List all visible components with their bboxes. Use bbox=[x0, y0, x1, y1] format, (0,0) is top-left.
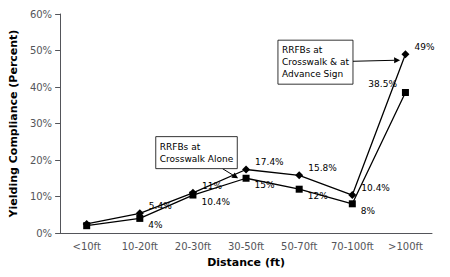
svg-text:<10ft: <10ft bbox=[73, 241, 101, 252]
svg-text:50-70ft: 50-70ft bbox=[281, 241, 317, 252]
svg-text:Crosswalk & at: Crosswalk & at bbox=[282, 57, 350, 67]
svg-text:4%: 4% bbox=[148, 220, 163, 230]
svg-text:10.4%: 10.4% bbox=[361, 183, 390, 193]
svg-text:50%: 50% bbox=[30, 45, 52, 56]
svg-text:20%: 20% bbox=[30, 155, 52, 166]
svg-text:11%: 11% bbox=[202, 181, 222, 191]
svg-text:>100ft: >100ft bbox=[388, 241, 423, 252]
svg-text:Yielding Compliance (Percent): Yielding Compliance (Percent) bbox=[7, 30, 20, 219]
svg-text:10-20ft: 10-20ft bbox=[122, 241, 158, 252]
svg-text:60%: 60% bbox=[30, 9, 52, 20]
svg-text:Distance (ft): Distance (ft) bbox=[207, 256, 285, 269]
svg-text:Crosswalk Alone: Crosswalk Alone bbox=[160, 154, 234, 164]
svg-text:40%: 40% bbox=[30, 82, 52, 93]
svg-text:15%: 15% bbox=[255, 180, 275, 190]
svg-text:15.8%: 15.8% bbox=[308, 163, 337, 173]
svg-text:RRFBs at: RRFBs at bbox=[282, 45, 323, 55]
svg-text:38.5%: 38.5% bbox=[368, 79, 397, 89]
svg-text:30%: 30% bbox=[30, 118, 52, 129]
svg-text:17.4%: 17.4% bbox=[255, 157, 284, 167]
svg-text:20-30ft: 20-30ft bbox=[175, 241, 211, 252]
svg-text:30-50ft: 30-50ft bbox=[228, 241, 264, 252]
svg-text:RRFBs at: RRFBs at bbox=[160, 142, 201, 152]
svg-text:12%: 12% bbox=[308, 191, 328, 201]
svg-text:0%: 0% bbox=[36, 228, 52, 239]
svg-text:10.4%: 10.4% bbox=[201, 197, 230, 207]
svg-text:8%: 8% bbox=[361, 206, 376, 216]
svg-text:70-100ft: 70-100ft bbox=[331, 241, 374, 252]
svg-text:10%: 10% bbox=[30, 191, 52, 202]
svg-text:5.4%: 5.4% bbox=[149, 201, 172, 211]
svg-text:Advance Sign: Advance Sign bbox=[282, 69, 343, 79]
svg-text:49%: 49% bbox=[414, 42, 434, 52]
